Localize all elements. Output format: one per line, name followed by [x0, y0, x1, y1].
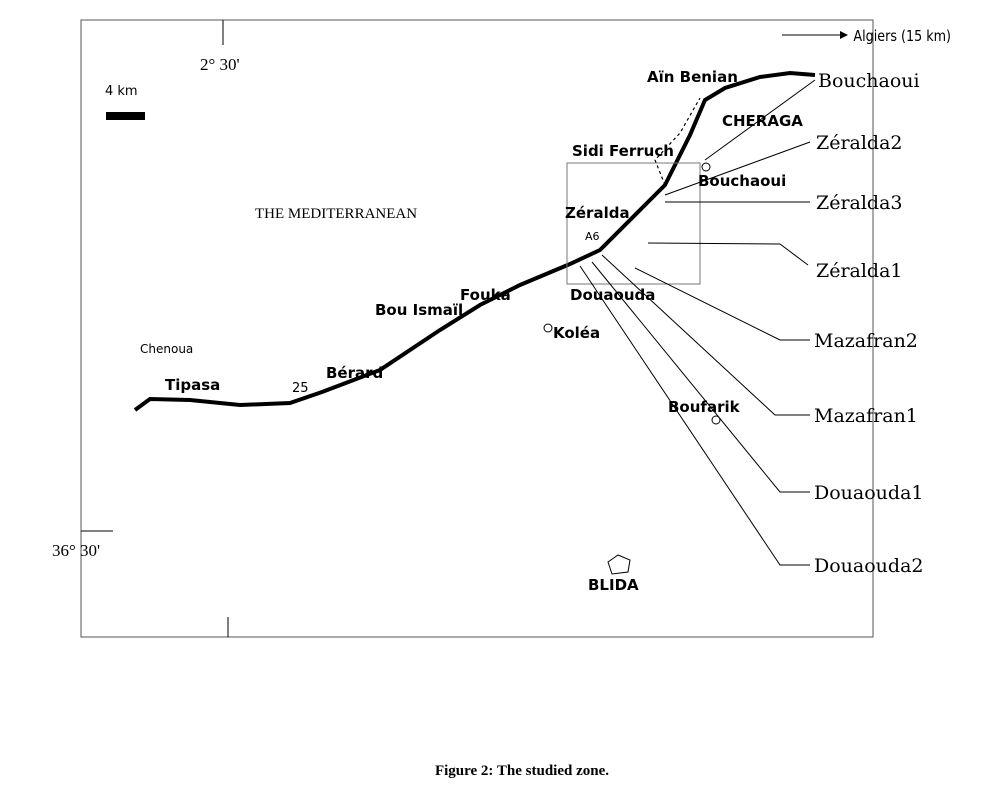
place-label: Douaouda [570, 286, 655, 304]
town-marker [711, 415, 721, 425]
latitude-label: 36° 30' [52, 541, 100, 560]
caption: Figure 2: The studied zone. [435, 763, 609, 779]
town-marker [701, 162, 711, 172]
station-label: Douaouda1 [814, 482, 924, 504]
sea-label: THE MEDITERRANEAN [255, 206, 417, 222]
coastline [133, 70, 816, 412]
station-label: Zéralda2 [816, 132, 903, 154]
place-label: Zéralda [565, 204, 630, 222]
longitude-label: 2° 30' [200, 55, 240, 74]
station-label: Mazafran2 [814, 330, 918, 352]
leader-line [634, 267, 810, 341]
place-label: Aïn Benian [647, 68, 738, 86]
leader-line [601, 254, 810, 416]
station-label: Mazafran1 [814, 405, 918, 427]
leader-lines [579, 79, 816, 566]
station-label: Zéralda3 [816, 192, 903, 214]
leader-line [591, 261, 810, 493]
direction-label: Algiers (15 km) [853, 28, 951, 45]
leader-line [664, 141, 811, 196]
place-label: Bouchaoui [698, 172, 786, 190]
place-label: Tipasa [165, 376, 220, 394]
scale-bar [106, 112, 145, 120]
place-label: Fouka [460, 286, 511, 304]
place-label: Sidi Ferruch [572, 142, 674, 160]
place-label: Chenoua [140, 342, 193, 356]
place-label: BLIDA [588, 576, 639, 594]
road [654, 97, 701, 186]
town-outline [607, 554, 631, 575]
road-label: A6 [585, 230, 600, 243]
station-label: Zéralda1 [816, 260, 903, 282]
leader-line [647, 242, 809, 266]
place-label: CHERAGA [722, 112, 803, 130]
place-label: Bérard [326, 364, 383, 382]
station-label: Bouchaoui [818, 70, 920, 92]
map-frame [80, 19, 874, 638]
leader-line [579, 265, 810, 566]
scale-label: 4 km [105, 84, 138, 99]
road-label: 25 [292, 381, 309, 396]
station-label: Douaouda2 [814, 555, 924, 577]
arrow-head [840, 31, 848, 39]
place-label: Bou Ismaïl [375, 301, 463, 319]
place-label: Boufarik [668, 398, 741, 416]
town-marker [543, 323, 553, 333]
study-box [566, 162, 701, 285]
leader-line [704, 79, 816, 161]
place-label: Koléa [553, 324, 600, 342]
